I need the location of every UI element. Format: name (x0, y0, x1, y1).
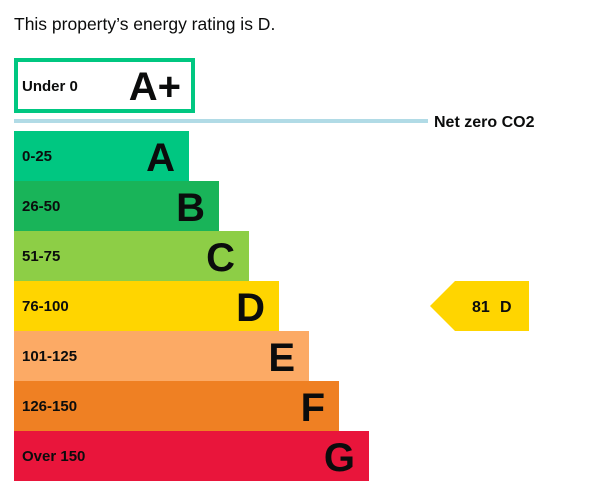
band-bar (14, 231, 249, 281)
band-range-label: Over 150 (22, 448, 85, 465)
band-letter: F (301, 386, 325, 430)
band-range-label: 76-100 (22, 298, 69, 315)
rating-arrow (430, 281, 529, 331)
band-b: 26-50 B (14, 181, 219, 231)
band-bar (14, 331, 309, 381)
band-range-label: 0-25 (22, 148, 52, 165)
band-letter: G (324, 436, 355, 480)
band-bar (14, 181, 219, 231)
current-rating-marker: 81 D (430, 281, 529, 331)
band-a: 0-25 A (14, 131, 189, 181)
top-band-letter: A+ (129, 65, 181, 109)
band-range-label: 51-75 (22, 248, 60, 265)
top-band-border (14, 58, 195, 113)
band-range-label: 101-125 (22, 348, 77, 365)
rating-bands: 0-25 A 26-50 B 51-75 C 76-100 D 101-125 E 126-150 F… (14, 131, 369, 481)
band-f: 126-150 F (14, 381, 339, 431)
net-zero-label: Net zero CO2 (434, 114, 535, 131)
current-rating-letter: D (500, 299, 512, 316)
band-bar (14, 381, 339, 431)
band-e: 101-125 E (14, 331, 309, 381)
band-c: 51-75 C (14, 231, 249, 281)
band-bar (14, 431, 369, 481)
band-g: Over 150 G (14, 431, 369, 481)
rating-intro-text: This property’s energy rating is D. (14, 14, 276, 34)
band-range-label: 26-50 (22, 198, 60, 215)
band-letter: D (236, 286, 265, 330)
band-letter: C (206, 236, 235, 280)
band-letter: B (176, 186, 205, 230)
band-bar (14, 131, 189, 181)
band-letter: A (146, 136, 175, 180)
band-letter: E (268, 336, 295, 380)
top-band-range: Under 0 (22, 78, 78, 95)
current-rating-score: 81 (472, 299, 490, 316)
band-bar (14, 281, 279, 331)
band-d: 76-100 D (14, 281, 279, 331)
band-range-label: 126-150 (22, 398, 77, 415)
top-band-a-plus: Under 0 A+ (14, 58, 195, 113)
